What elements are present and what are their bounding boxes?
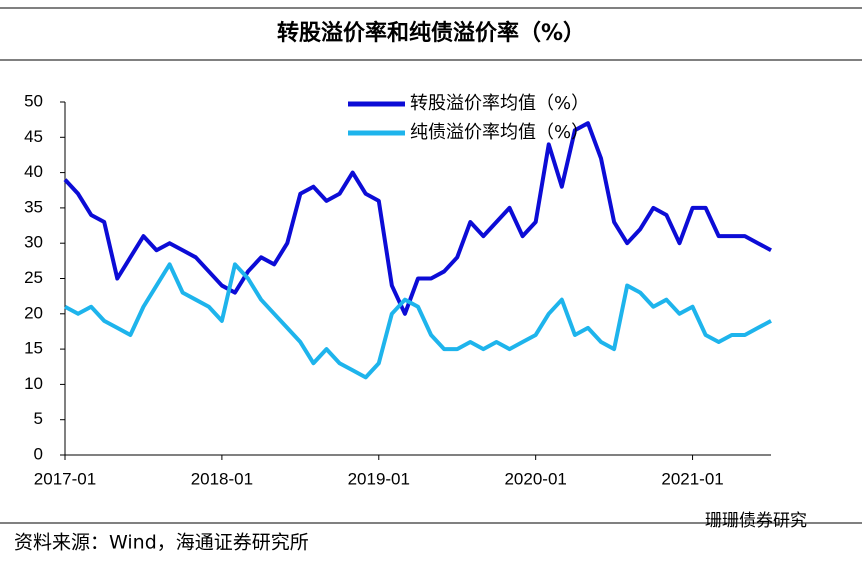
- y-tick-label: 45: [24, 127, 43, 146]
- y-tick-label: 30: [24, 233, 43, 252]
- y-tick-label: 20: [24, 303, 43, 322]
- y-tick-label: 40: [24, 162, 43, 181]
- source: 资料来源：Wind，海通证券研究所: [14, 532, 309, 554]
- y-tick-label: 25: [24, 268, 43, 287]
- legend-label: 转股溢价率均值（%）: [410, 93, 589, 114]
- y-tick-label: 0: [34, 444, 43, 463]
- x-tick-label: 2019-01: [348, 469, 410, 488]
- x-tick-label: 2018-01: [191, 469, 253, 488]
- chart-title: 转股溢价率和纯债溢价率（%）: [277, 20, 585, 46]
- y-tick-label: 35: [24, 197, 43, 216]
- x-tick-label: 2020-01: [504, 469, 566, 488]
- y-tick-label: 15: [24, 339, 43, 358]
- series-line: [64, 262, 772, 380]
- series-line: [63, 121, 772, 316]
- x-tick-label: 2017-01: [34, 469, 96, 488]
- watermark: 珊珊债券研究: [705, 511, 807, 531]
- y-tick-label: 10: [24, 374, 43, 393]
- legend-label: 纯债溢价率均值（%）: [410, 122, 589, 143]
- x-tick-label: 2021-01: [661, 469, 723, 488]
- y-tick-label: 5: [34, 409, 43, 428]
- y-tick-label: 50: [24, 91, 43, 110]
